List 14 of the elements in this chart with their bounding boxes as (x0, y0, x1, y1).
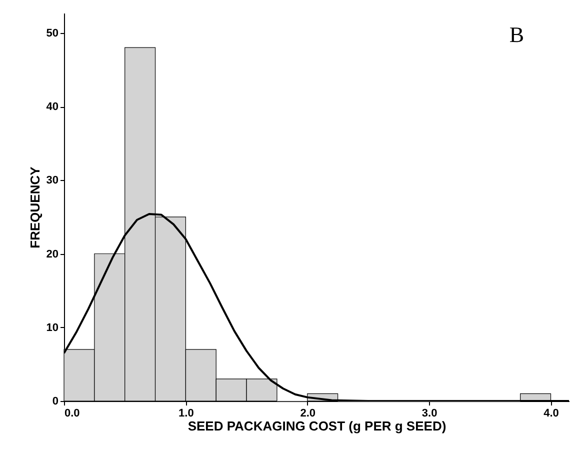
x-tick-label: 2.0 (300, 408, 316, 420)
y-tick-label: 20 (46, 248, 58, 260)
x-tick-label: 0.0 (64, 408, 80, 420)
annotation: B (509, 22, 524, 47)
y-tick-label: 50 (46, 27, 58, 40)
x-tick-label: 4.0 (544, 408, 559, 420)
y-axis-title: FREQUENCY (27, 166, 42, 248)
x-tick-label: 3.0 (422, 408, 438, 420)
y-tick-label: 40 (46, 101, 58, 114)
y-tick-label: 10 (46, 322, 58, 334)
y-tick-label: 0 (52, 396, 58, 408)
x-tick-label: 1.0 (178, 408, 194, 420)
y-tick-label: 30 (46, 174, 58, 187)
x-axis-title: SEED PACKAGING COST (g PER g SEED) (188, 418, 446, 434)
